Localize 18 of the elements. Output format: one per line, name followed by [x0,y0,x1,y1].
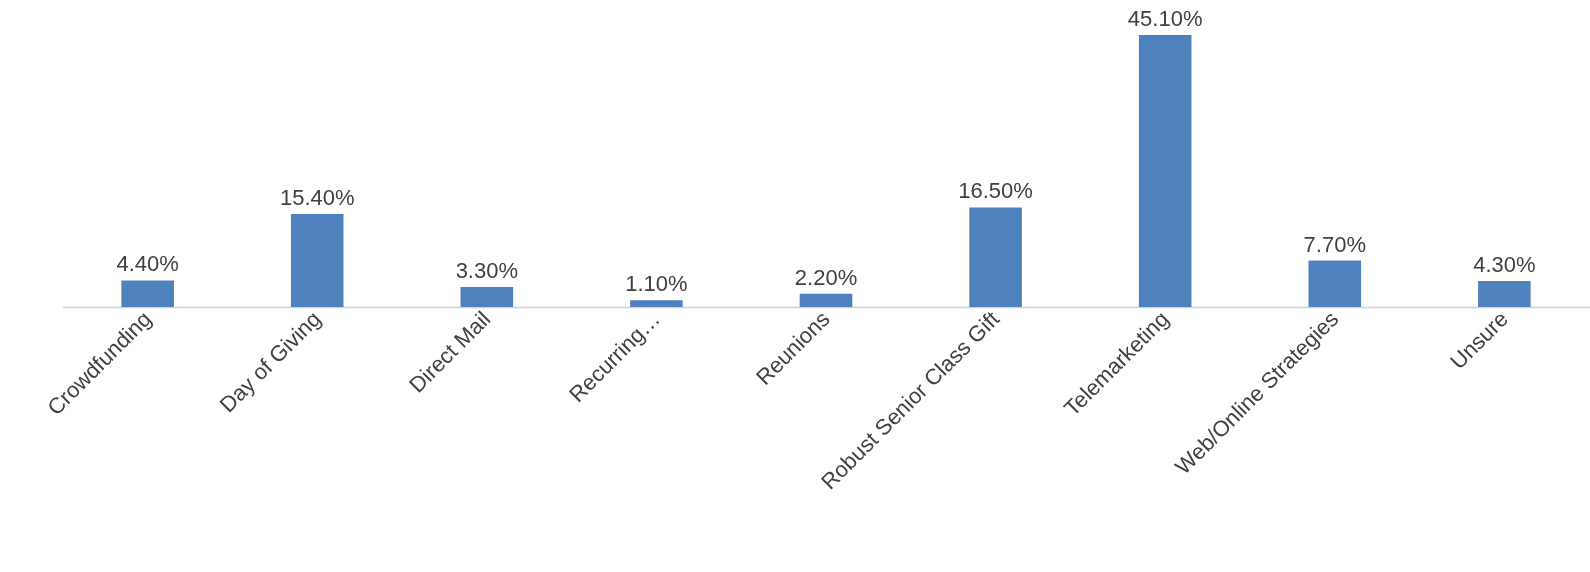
bar [969,207,1022,307]
bar [630,300,683,307]
bar [290,214,344,307]
data-label: 2.20% [794,264,858,290]
data-label: 45.10% [1127,6,1203,31]
data-label: 15.40% [279,185,355,211]
data-label: 3.30% [455,258,519,284]
bar [121,280,174,307]
bar [1138,35,1192,307]
data-label: 4.30% [1473,252,1536,278]
bar [1478,281,1531,307]
bar [799,293,853,307]
data-label: 4.40% [116,251,179,277]
data-label: 16.50% [958,178,1033,204]
bar [460,287,514,307]
data-label: 1.10% [625,271,688,297]
bar [1308,260,1362,307]
data-label: 7.70% [1303,231,1366,257]
